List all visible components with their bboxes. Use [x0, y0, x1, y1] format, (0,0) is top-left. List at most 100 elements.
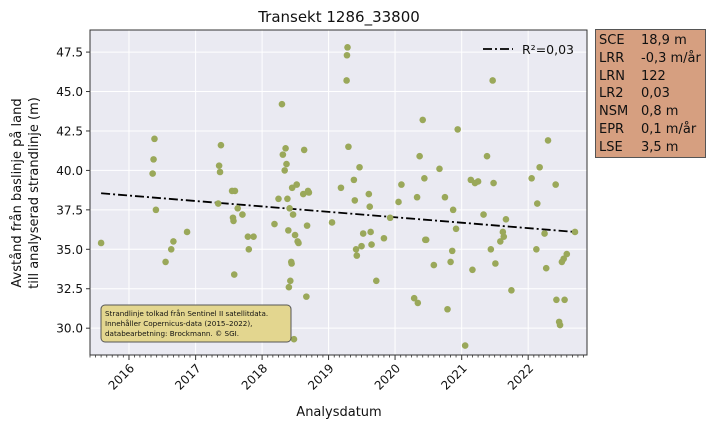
- data-point: [337, 184, 345, 192]
- data-point: [461, 342, 469, 349]
- x-tick-label: 2020: [372, 361, 403, 392]
- data-point: [295, 239, 302, 247]
- data-point: [359, 230, 367, 237]
- data-point: [167, 245, 175, 253]
- y-tick-label: 35.0: [56, 243, 83, 257]
- data-point: [480, 211, 487, 218]
- data-point: [533, 200, 541, 207]
- data-point: [217, 141, 225, 149]
- data-point: [414, 299, 422, 307]
- data-point: [285, 283, 293, 291]
- data-point: [533, 245, 540, 253]
- data-point: [454, 126, 461, 133]
- source-note-box: Strandlinje tolkad från Sentinel II sate…: [100, 304, 292, 343]
- data-point: [303, 222, 311, 229]
- x-tick-label: 2017: [172, 361, 203, 392]
- stat-row-sce: SCE 18,9 m: [599, 32, 705, 50]
- plot-area: [90, 30, 587, 355]
- data-point: [497, 238, 504, 245]
- data-point: [345, 143, 352, 151]
- data-point: [97, 239, 105, 247]
- x-tick-label: 2019: [305, 361, 336, 392]
- data-point: [441, 193, 449, 201]
- data-point: [544, 137, 552, 144]
- data-point: [413, 193, 421, 201]
- y-axis-label-line-2: till analyserad strandlinje (m): [27, 97, 42, 289]
- data-point: [528, 175, 535, 182]
- data-point: [275, 195, 282, 203]
- data-point: [245, 245, 253, 253]
- stat-key: SCE: [599, 33, 625, 48]
- x-tick-label: 2016: [106, 361, 137, 392]
- data-point: [422, 236, 430, 244]
- y-tick-label: 42.5: [56, 124, 83, 138]
- stat-row-nsm: NSM 0,8 m: [599, 103, 705, 121]
- data-point: [571, 228, 579, 236]
- data-point: [492, 260, 499, 267]
- data-point: [356, 163, 363, 171]
- y-tick-label: 40.0: [56, 164, 83, 178]
- source-note-background: [100, 304, 292, 343]
- data-point: [230, 271, 238, 278]
- data-point: [305, 189, 313, 196]
- stat-value: 3,5 m: [641, 139, 679, 155]
- trend-line: [101, 192, 576, 233]
- data-point: [469, 266, 476, 274]
- stat-key: NSM: [599, 104, 629, 120]
- stat-key: LRR: [599, 50, 625, 66]
- data-point: [542, 264, 550, 272]
- data-point: [508, 287, 515, 294]
- data-point: [290, 335, 298, 343]
- data-point: [291, 231, 299, 239]
- data-point: [343, 51, 351, 59]
- data-point: [283, 160, 290, 168]
- data-point: [483, 152, 491, 160]
- data-point: [288, 260, 295, 267]
- data-point: [289, 211, 297, 218]
- data-point: [398, 181, 405, 188]
- y-tick-label: 37.5: [56, 203, 83, 217]
- data-point: [368, 241, 375, 248]
- data-point: [561, 296, 568, 304]
- stat-row-lrr: LRR -0,3 m/år: [599, 50, 705, 68]
- data-point: [183, 228, 191, 236]
- data-point: [344, 44, 351, 51]
- data-point: [386, 214, 394, 222]
- stat-key: LSE: [599, 139, 623, 155]
- data-point: [448, 247, 456, 255]
- data-point: [447, 258, 454, 266]
- data-point: [234, 204, 241, 212]
- shoreline-statistics-box: SCE 18,9 m LRR -0,3 m/år LRN 122 LR2 0,0…: [595, 29, 706, 158]
- data-point: [430, 261, 438, 269]
- y-tick-label: 47.5: [56, 46, 83, 60]
- data-point: [351, 197, 359, 204]
- data-point: [365, 190, 373, 198]
- data-point: [410, 294, 418, 302]
- data-point: [395, 198, 402, 206]
- data-point: [372, 277, 380, 285]
- data-point: [299, 190, 307, 198]
- stat-value: 18,9 m: [641, 33, 687, 48]
- data-point: [560, 255, 567, 263]
- data-point: [151, 135, 158, 143]
- trend-line-group: [101, 192, 576, 233]
- data-point: [366, 203, 374, 210]
- data-point: [230, 217, 237, 225]
- data-point: [279, 151, 287, 158]
- data-point: [536, 163, 543, 171]
- chart-title: Transekt 1286_33800: [257, 8, 420, 27]
- data-point: [500, 233, 508, 240]
- data-point: [350, 176, 358, 184]
- data-point: [162, 258, 169, 266]
- data-point: [444, 305, 451, 313]
- x-tick-label: 2021: [438, 361, 469, 392]
- data-point: [231, 187, 239, 195]
- data-point: [293, 181, 301, 188]
- data-point: [421, 175, 428, 182]
- x-axis-label: Analysdatum: [296, 405, 381, 420]
- stat-row-epr: EPR 0,1 m/år: [599, 121, 705, 139]
- stat-key: EPR: [599, 121, 625, 137]
- data-point: [244, 233, 252, 240]
- data-point: [282, 145, 289, 152]
- stat-row-lrn: LRN 122: [599, 68, 705, 86]
